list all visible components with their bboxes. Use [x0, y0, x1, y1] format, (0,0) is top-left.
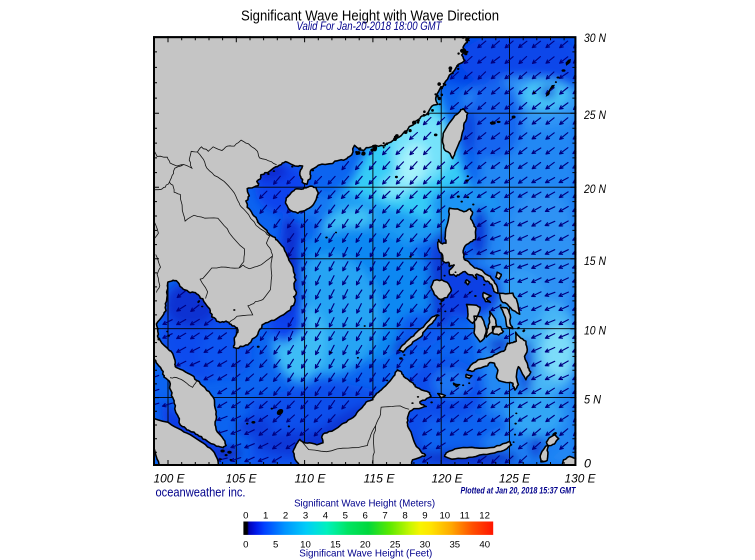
svg-text:30: 30 — [420, 540, 431, 551]
svg-text:25: 25 — [390, 540, 401, 551]
svg-text:12: 12 — [479, 511, 490, 522]
svg-text:0: 0 — [243, 540, 248, 551]
svg-text:125 E: 125 E — [499, 474, 530, 486]
svg-text:20 N: 20 N — [583, 184, 607, 196]
svg-text:6: 6 — [363, 511, 368, 522]
svg-text:9: 9 — [422, 511, 427, 522]
svg-text:5: 5 — [343, 511, 348, 522]
svg-text:40: 40 — [479, 540, 490, 551]
svg-text:oceanweather inc.: oceanweather inc. — [156, 486, 246, 500]
svg-text:3: 3 — [303, 511, 308, 522]
svg-text:1: 1 — [263, 511, 268, 522]
svg-text:8: 8 — [402, 511, 407, 522]
svg-text:15 N: 15 N — [584, 256, 607, 268]
svg-text:30 N: 30 N — [584, 33, 607, 45]
svg-text:15: 15 — [330, 540, 341, 551]
svg-text:2: 2 — [283, 511, 288, 522]
svg-text:7: 7 — [382, 511, 387, 522]
svg-text:100 E: 100 E — [154, 474, 185, 486]
svg-text:120 E: 120 E — [432, 474, 463, 486]
svg-text:130 E: 130 E — [565, 474, 596, 486]
svg-text:20: 20 — [360, 540, 371, 551]
svg-text:25 N: 25 N — [583, 110, 607, 122]
svg-text:10: 10 — [300, 540, 311, 551]
svg-text:11: 11 — [460, 511, 470, 522]
svg-text:Valid For Jan-20-2018 18:00 GM: Valid For Jan-20-2018 18:00 GMT — [297, 21, 443, 33]
svg-text:5 N: 5 N — [584, 395, 602, 407]
svg-text:Significant Wave Height with W: Significant Wave Height with Wave Direct… — [241, 9, 499, 25]
svg-text:0: 0 — [243, 511, 248, 522]
svg-text:Significant Wave Height (Meter: Significant Wave Height (Meters) — [294, 498, 435, 510]
svg-text:0: 0 — [584, 459, 592, 471]
svg-text:10 N: 10 N — [584, 326, 607, 338]
svg-text:110 E: 110 E — [295, 474, 326, 486]
svg-text:105 E: 105 E — [226, 474, 257, 486]
svg-text:35: 35 — [449, 540, 460, 551]
svg-text:Plotted at Jan 20, 2018 15:37: Plotted at Jan 20, 2018 15:37 GMT — [461, 486, 577, 496]
svg-text:4: 4 — [323, 511, 329, 522]
svg-text:115 E: 115 E — [364, 474, 395, 486]
svg-text:Significant Wave Height (Feet): Significant Wave Height (Feet) — [299, 548, 432, 560]
svg-text:10: 10 — [439, 511, 450, 522]
svg-text:5: 5 — [273, 540, 278, 551]
